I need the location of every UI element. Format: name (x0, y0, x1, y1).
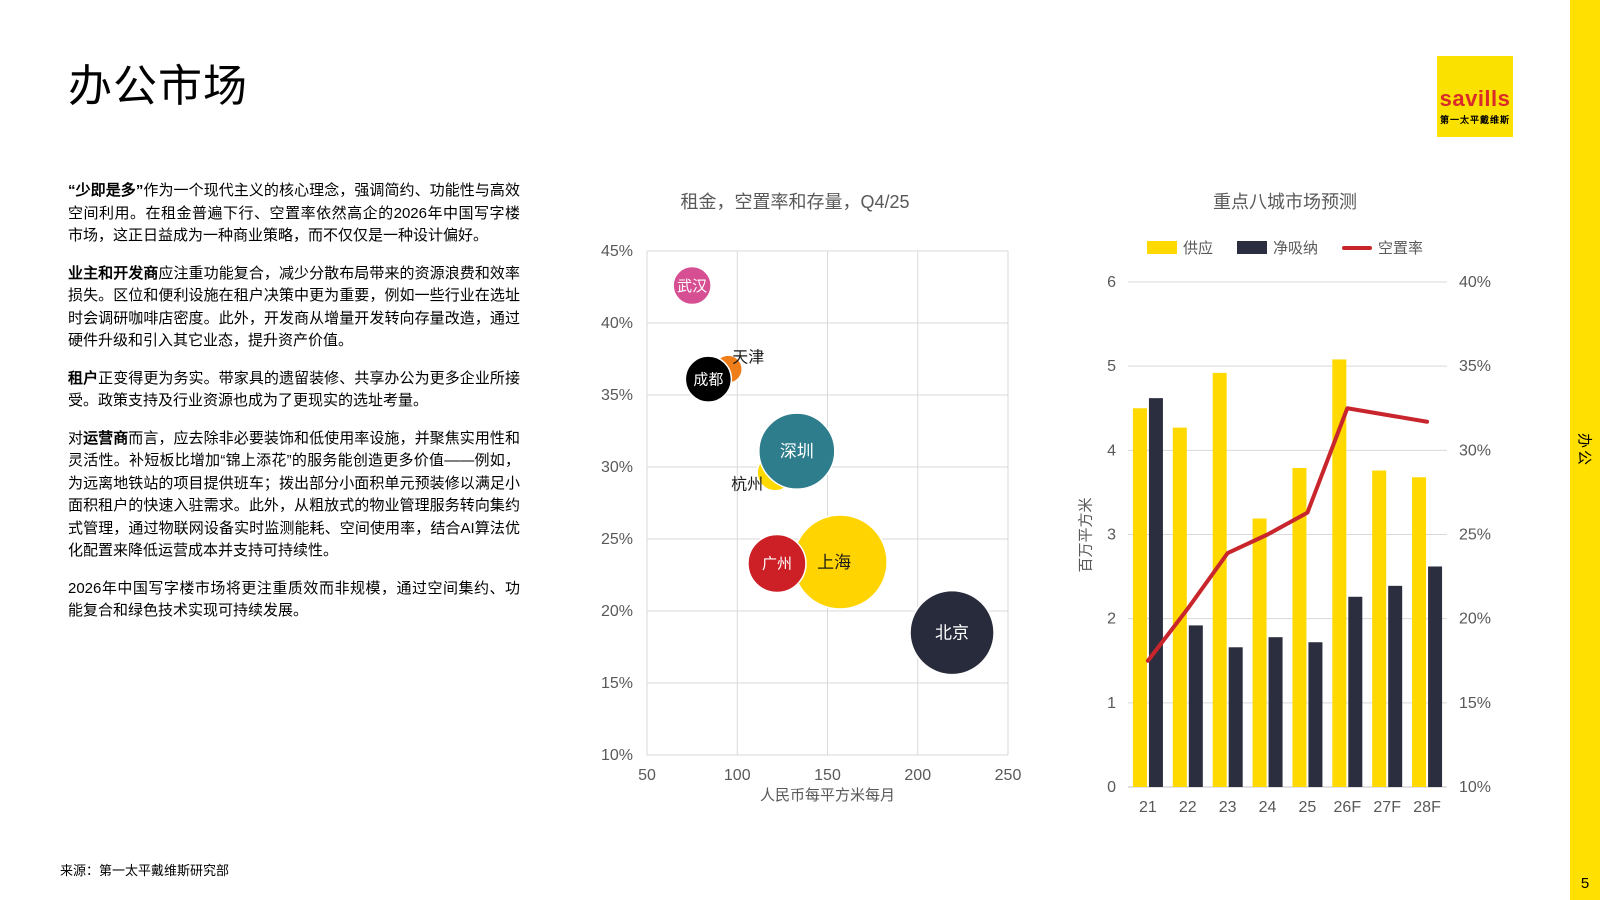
x-axis-tick-label: 250 (995, 767, 1022, 784)
paragraph: 业主和开发商应注重功能复合，减少分散布局带来的资源浪费和效率损失。区位和便利设施… (68, 264, 520, 350)
paragraph: 对运营商而言，应去除非必要装饰和低使用率设施，并聚焦实用性和灵活性。补短板比增加… (68, 429, 520, 560)
category-label: 24 (1259, 799, 1277, 816)
left-axis-tick-label: 1 (1107, 695, 1116, 712)
absorption-bar (1188, 625, 1203, 787)
left-axis-tick-label: 4 (1107, 442, 1116, 459)
legend-bar-swatch (1236, 241, 1267, 254)
category-label: 28F (1413, 799, 1441, 816)
savills-logo: savills 第一太平戴维斯 (1437, 56, 1513, 137)
intro-paragraphs: “少即是多”作为一个现代主义的核心理念，强调简约、功能性与高效空间利用。在租金普… (68, 180, 520, 638)
x-axis-tick-label: 50 (638, 767, 656, 784)
forecast-chart: 0 1 2 3 4 5 6 10% 15% 20% 25% 30% 35% 40% 21 22 23 24 25 26… (1060, 180, 1510, 840)
city-label: 广州 (762, 556, 792, 573)
paragraph: 租户正变得更为务实。带家具的遗留装修、共享办公为更多企业所接受。政策支持及行业资… (68, 369, 520, 410)
left-axis-tick-label: 3 (1107, 527, 1116, 544)
y-axis-tick-label: 20% (601, 603, 633, 620)
legend-item: 净吸纳 (1236, 237, 1318, 258)
y-axis-tick-label: 30% (601, 459, 633, 476)
right-axis-tick-label: 35% (1459, 358, 1491, 375)
city-label: 深圳 (780, 442, 814, 461)
supply-bar (1212, 372, 1227, 787)
legend-bar-swatch (1146, 241, 1177, 254)
category-label: 27F (1373, 799, 1401, 816)
supply-bar (1132, 408, 1147, 787)
legend-item: 空置率 (1342, 237, 1423, 258)
paragraph: “少即是多”作为一个现代主义的核心理念，强调简约、功能性与高效空间利用。在租金普… (68, 182, 520, 244)
supply-bar (1412, 477, 1427, 787)
right-axis-tick-label: 25% (1459, 527, 1491, 544)
city-label: 成都 (693, 371, 723, 388)
bubble-chart-xlabel: 人民币每平方米每月 (759, 787, 895, 804)
x-axis-tick-label: 150 (814, 767, 841, 784)
y-axis-tick-label: 40% (601, 315, 633, 332)
source-note: 来源：第一太平戴维斯研究部 (60, 863, 230, 878)
absorption-bar (1428, 566, 1443, 787)
supply-bar (1252, 518, 1267, 787)
category-label: 23 (1219, 799, 1237, 816)
bubble-chart-title: 租金，空置率和存量，Q4/25 (680, 192, 910, 212)
right-axis-tick-label: 15% (1459, 695, 1491, 712)
category-label: 26F (1334, 799, 1362, 816)
y-axis-tick-label: 45% (601, 243, 633, 260)
absorption-bar (1268, 637, 1283, 787)
bubble-chart: 10% 15% 20% 25% 30% 35% 40% 45% 50 100 150 200 250 武汉… (560, 180, 1030, 830)
y-axis-tick-label: 25% (601, 531, 633, 548)
absorption-bar (1348, 596, 1363, 787)
right-axis-tick-label: 10% (1459, 779, 1491, 796)
absorption-bar (1308, 642, 1323, 787)
y-axis-tick-label: 35% (601, 387, 633, 404)
supply-bar (1292, 468, 1307, 787)
city-label: 上海 (817, 553, 851, 572)
legend-label: 供应 (1182, 240, 1213, 257)
legend-label: 净吸纳 (1272, 240, 1318, 257)
left-axis-tick-label: 2 (1107, 611, 1116, 628)
city-bubble (684, 355, 733, 403)
legend-line-swatch (1342, 245, 1372, 250)
legend-item: 供应 (1146, 237, 1213, 258)
city-bubble (672, 265, 712, 306)
left-axis-tick-label: 5 (1107, 358, 1116, 375)
paragraph: 2026年中国写字楼市场将更注重质效而非规模，通过空间集约、功能复合和绿色技术实… (68, 579, 520, 620)
city-label: 杭州 (731, 475, 763, 493)
x-axis-tick-label: 200 (904, 767, 931, 784)
savills-logo-wordmark: savills (1439, 86, 1511, 111)
city-label: 北京 (935, 624, 969, 643)
forecast-legend: 供应 净吸纳 空置率 (1060, 237, 1510, 258)
savills-logo-chinese: 第一太平戴维斯 (1439, 115, 1510, 125)
x-axis-tick-label: 100 (724, 767, 751, 784)
y-axis-tick-label: 10% (601, 747, 633, 764)
forecast-chart-ylabel: 百万平方米 (1077, 497, 1095, 573)
supply-bar (1372, 470, 1387, 787)
bubble-chart-plot: 10% 15% 20% 25% 30% 35% 40% 45% 50 100 150 200 250 武汉… (601, 243, 1022, 784)
side-strip-section-label: 办公 (1575, 432, 1593, 468)
absorption-bar (1388, 585, 1403, 787)
forecast-chart-title: 重点八城市场预测 (1213, 192, 1357, 212)
city-bubble (758, 412, 836, 490)
category-label: 22 (1179, 799, 1197, 816)
city-label: 武汉 (677, 278, 707, 295)
left-axis-tick-label: 0 (1107, 779, 1116, 796)
page-title: 办公市场 (68, 62, 248, 111)
supply-bar (1332, 359, 1347, 787)
left-axis-tick-label: 6 (1107, 274, 1116, 291)
right-axis-tick-label: 20% (1459, 611, 1491, 628)
page-number: 5 (1580, 875, 1590, 892)
right-axis-tick-label: 30% (1459, 442, 1491, 459)
city-label: 天津 (732, 349, 764, 367)
category-label: 25 (1299, 799, 1317, 816)
side-strip: 办公 5 (1570, 0, 1600, 900)
right-axis-tick-label: 40% (1459, 274, 1491, 291)
absorption-bar (1228, 647, 1243, 787)
legend-label: 空置率 (1378, 240, 1424, 257)
vacancy-line (1145, 406, 1430, 663)
city-bubble (747, 533, 807, 594)
category-label: 21 (1139, 799, 1157, 816)
city-bubble (909, 589, 995, 676)
supply-bar (1172, 427, 1187, 787)
absorption-bar (1148, 398, 1163, 787)
y-axis-tick-label: 15% (601, 675, 633, 692)
